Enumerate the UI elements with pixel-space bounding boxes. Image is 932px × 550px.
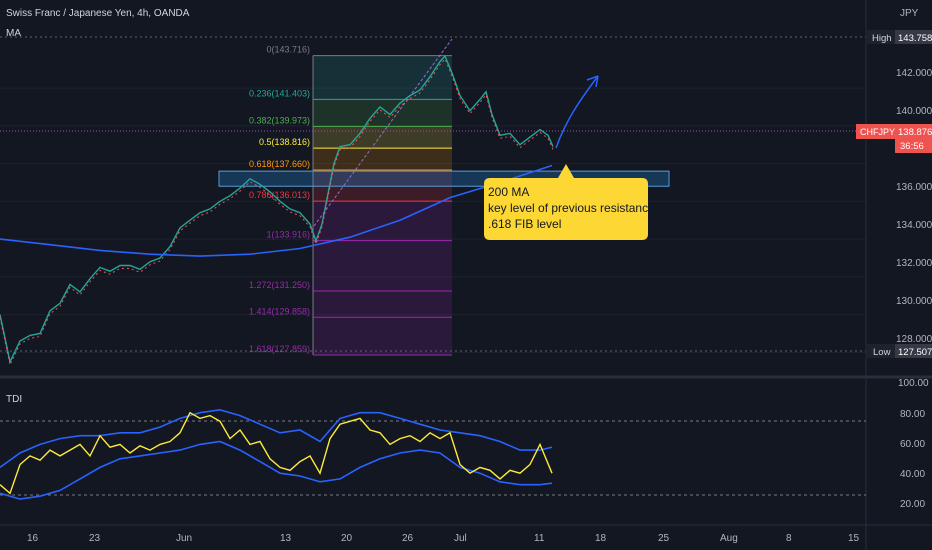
annotation-line-2: key level of previous resistance [488,201,655,215]
price-tick: 130.000 [896,296,932,307]
fib-labels[interactable]: 0(143.716) 0.236(141.403) 0.382(139.973) 0.… [249,45,310,354]
tdi-tick: 100.00 [898,378,929,389]
fib-level-label: 0(143.716) [266,45,310,55]
time-tick: 11 [534,533,545,544]
time-tick: 26 [402,533,414,544]
price-tick: 142.000 [896,68,932,79]
annotation-callout[interactable] [484,164,648,240]
high-value-bg [895,30,932,44]
tdi-tick: 40.00 [900,469,925,480]
fib-level-label: 0.382(139.973) [249,115,310,125]
price-tick: 132.000 [896,258,932,269]
high-value: 143.758 [898,33,932,44]
tdi-tick: 20.00 [900,499,925,510]
fib-lines [312,55,452,356]
fib-level-label: 1.618(127.859) [249,344,310,354]
tdi-title[interactable]: TDI [6,394,22,405]
time-tick: Aug [720,533,738,544]
annotation-line-1: 200 MA [488,185,529,199]
time-tick: 23 [89,533,101,544]
price-series-shadow [0,58,554,367]
high-badge-bg [867,30,895,44]
currency-label: JPY [900,8,919,19]
fib-level-label: 1.414(129.858) [249,306,310,316]
time-axis[interactable]: 16 23 Jun 13 20 26 Jul 11 18 25 Aug 8 15 [27,533,860,544]
high-label: High [872,33,892,44]
fib-level-label: 0.236(141.403) [249,88,310,98]
price-axis[interactable]: 142.000 140.000 136.000 134.000 132.000 … [896,68,932,345]
time-tick: 25 [658,533,670,544]
ma-200-line [0,164,553,257]
fib-zone [313,99,452,127]
tdi-tick: 60.00 [900,439,925,450]
symbol-badge: CHFJPY [860,127,895,137]
time-tick: 16 [27,533,39,544]
fib-level-label: 0.786(136.013) [249,190,310,200]
time-tick: 8 [786,533,792,544]
fib-fills [313,55,452,356]
indicator-ma-label[interactable]: MA [6,28,21,39]
fib-zone [313,290,452,318]
projection-arrow-head [586,75,599,88]
low-label: Low [873,347,891,358]
price-tick: 136.000 [896,182,932,193]
price-grid [0,87,866,353]
symbol-title[interactable]: Swiss Franc / Japanese Yen, 4h, OANDA [6,8,190,19]
price-tick: 128.000 [896,334,932,345]
tdi-fast-line [0,411,553,495]
fib-zone [313,240,452,291]
tdi-upper-band [0,408,553,469]
low-badge-bg [867,344,895,358]
time-tick: 13 [280,533,292,544]
last-price: 138.876 [898,127,932,138]
fib-zone [313,201,452,241]
time-tick: Jun [176,533,192,544]
price-series [0,54,554,364]
time-tick: 15 [848,533,860,544]
last-price-bg [895,124,932,153]
low-value: 127.507 [898,347,932,358]
fib-level-label: 0.5(138.816) [259,137,310,147]
fib-zone [313,148,452,170]
tdi-axis[interactable]: 100.00 80.00 60.00 40.00 20.00 [898,378,929,510]
tdi-tick: 80.00 [900,409,925,420]
fib-level-label: 1.272(131.250) [249,280,310,290]
fib-trend-line[interactable] [313,38,453,227]
fib-zone [313,126,452,149]
fib-zone [313,317,452,356]
bar-countdown: 36:56 [900,141,924,152]
price-tick: 140.000 [896,106,932,117]
time-tick: Jul [454,533,467,544]
projection-arrow[interactable] [555,75,599,149]
tdi-lower-band [0,440,553,500]
time-tick: 20 [341,533,353,544]
time-tick: 18 [595,533,607,544]
price-tick: 134.000 [896,220,932,231]
fib-level-label: 1(133.916) [266,230,310,240]
symbol-badge-bg [856,124,895,139]
annotation-line-3: .618 FIB level [488,217,561,231]
low-value-bg [895,344,932,358]
fib-level-label: 0.618(137.660) [249,159,310,169]
